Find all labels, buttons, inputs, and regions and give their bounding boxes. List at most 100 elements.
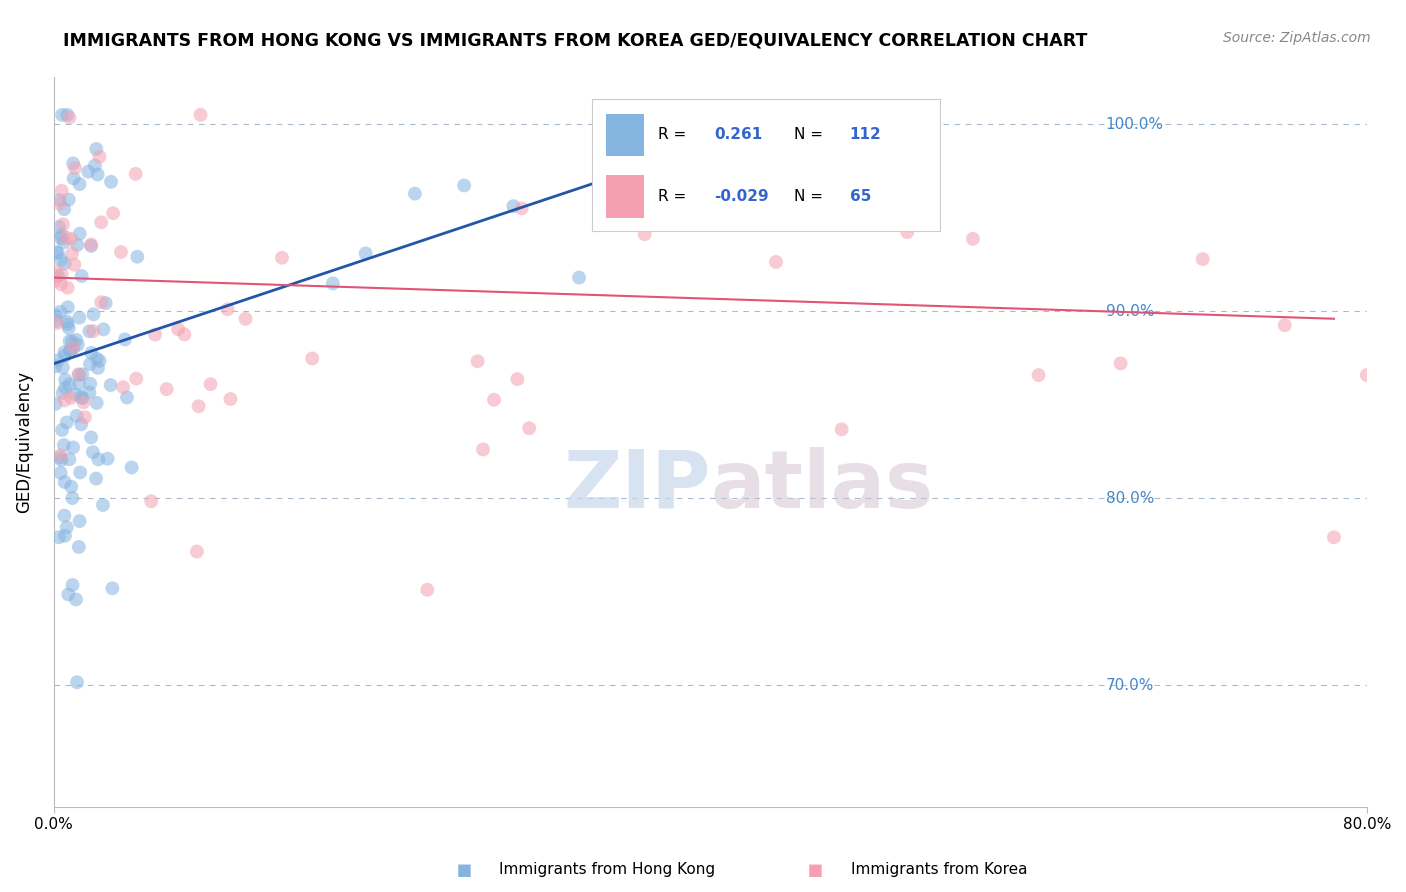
Point	[53, 256, 76, 270]
Point	[482, 392, 505, 407]
Point	[53, 393, 76, 408]
Point	[110, 245, 132, 260]
Point	[90, 295, 112, 310]
Point	[72, 391, 94, 405]
Point	[124, 167, 146, 181]
Point	[83, 159, 105, 173]
Point	[141, 494, 163, 508]
Point	[48, 193, 70, 207]
Point	[125, 371, 148, 385]
Point	[63, 161, 86, 175]
Point	[53, 202, 76, 217]
Point	[51, 227, 73, 242]
Point	[896, 225, 918, 239]
Point	[45, 264, 67, 278]
Point	[79, 376, 101, 391]
Point	[86, 396, 108, 410]
Point	[101, 582, 124, 596]
Text: 80.0%: 80.0%	[1105, 491, 1154, 506]
Point	[1274, 318, 1296, 333]
Point	[765, 255, 787, 269]
Point	[62, 578, 84, 592]
Point	[1323, 530, 1346, 544]
Point	[66, 675, 89, 690]
Point	[127, 250, 149, 264]
Point	[962, 232, 984, 246]
Point	[52, 386, 75, 401]
Text: Immigrants from Korea: Immigrants from Korea	[851, 863, 1028, 877]
Point	[49, 277, 72, 292]
Point	[70, 417, 93, 432]
Point	[52, 218, 75, 232]
Point	[82, 324, 104, 338]
Point	[52, 235, 75, 250]
Point	[63, 258, 86, 272]
Point	[44, 359, 66, 373]
Point	[568, 270, 591, 285]
Point	[52, 360, 75, 375]
Point	[58, 111, 80, 125]
Point	[453, 178, 475, 193]
Point	[44, 274, 66, 288]
Point	[45, 314, 67, 328]
Point	[79, 324, 101, 338]
Point	[60, 246, 83, 260]
Point	[51, 184, 73, 198]
Point	[48, 219, 70, 234]
Point	[62, 340, 84, 354]
Point	[97, 451, 120, 466]
Point	[472, 442, 495, 457]
Point	[53, 349, 76, 363]
Point	[121, 460, 143, 475]
Point	[517, 421, 540, 435]
Point	[51, 453, 73, 467]
Point	[1191, 252, 1213, 266]
Text: ▪: ▪	[807, 858, 824, 881]
Point	[82, 307, 104, 321]
Point	[94, 296, 117, 310]
Point	[53, 475, 76, 489]
Point	[70, 368, 93, 382]
Point	[49, 448, 72, 462]
Point	[53, 529, 76, 543]
Point	[70, 268, 93, 283]
Point	[65, 592, 87, 607]
Point	[72, 395, 94, 409]
Point	[62, 441, 84, 455]
Point	[187, 399, 209, 413]
Point	[467, 354, 489, 368]
Point	[91, 498, 114, 512]
Point	[56, 108, 79, 122]
Text: IMMIGRANTS FROM HONG KONG VS IMMIGRANTS FROM KOREA GED/EQUIVALENCY CORRELATION C: IMMIGRANTS FROM HONG KONG VS IMMIGRANTS …	[63, 31, 1088, 49]
Point	[52, 438, 75, 452]
Point	[55, 416, 77, 430]
Point	[235, 311, 257, 326]
Point	[58, 321, 80, 335]
Point	[190, 108, 212, 122]
Point	[112, 380, 135, 394]
Text: Immigrants from Hong Kong: Immigrants from Hong Kong	[499, 863, 716, 877]
Point	[67, 368, 90, 382]
Point	[93, 322, 115, 336]
Point	[58, 193, 80, 207]
Point	[77, 164, 100, 178]
Point	[56, 315, 79, 329]
Point	[62, 171, 84, 186]
Point	[69, 466, 91, 480]
Text: 100.0%: 100.0%	[1105, 117, 1164, 132]
Point	[53, 345, 76, 359]
Point	[219, 392, 242, 406]
Point	[100, 378, 122, 392]
Point	[100, 175, 122, 189]
Point	[67, 310, 90, 325]
Point	[58, 377, 80, 392]
Point	[51, 423, 73, 437]
Point	[49, 305, 72, 319]
Point	[46, 245, 69, 260]
Point	[49, 466, 72, 480]
Point	[56, 281, 79, 295]
Point	[70, 390, 93, 404]
Point	[45, 245, 67, 260]
Point	[46, 316, 69, 330]
Point	[86, 351, 108, 366]
